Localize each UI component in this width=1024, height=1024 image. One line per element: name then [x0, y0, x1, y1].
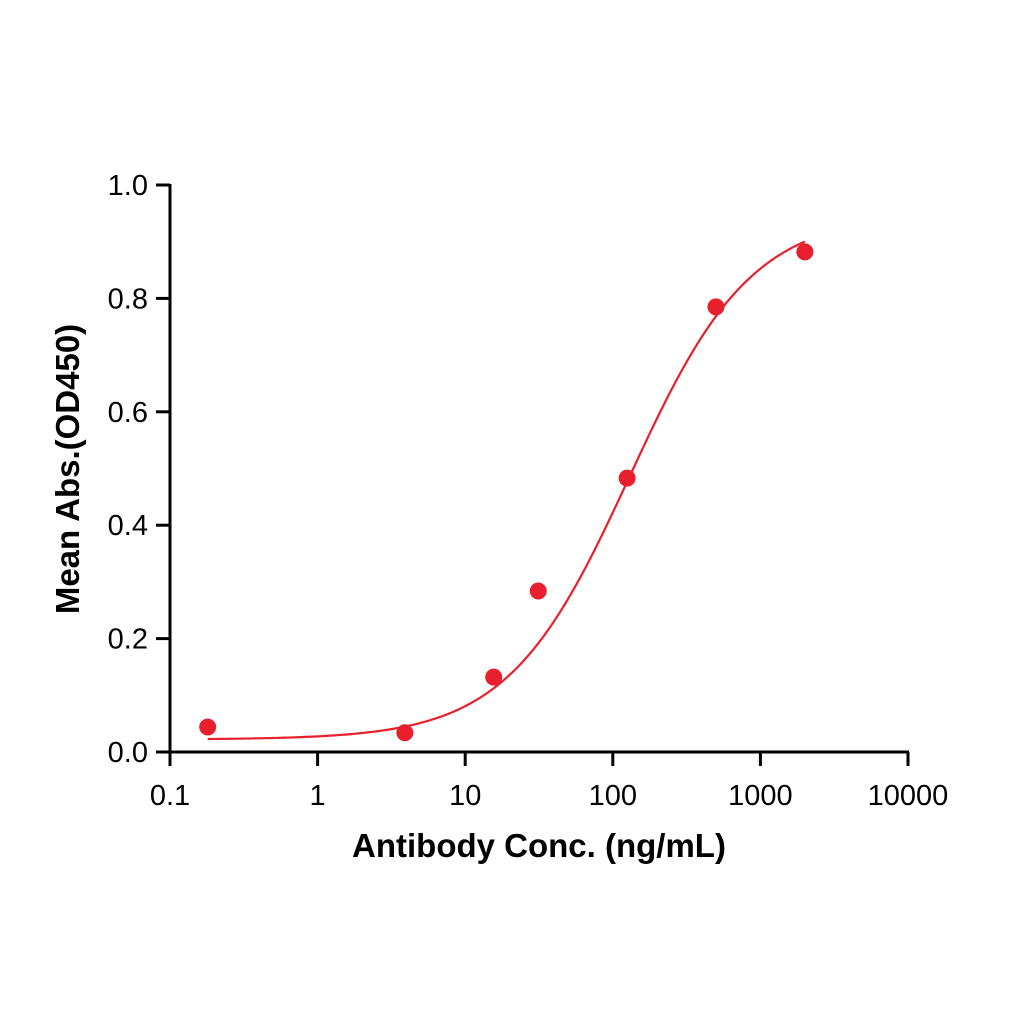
y-tick-label: 0.2: [108, 624, 148, 656]
y-axis: 0.0 0.2 0.4 0.6 0.8 1.0: [108, 170, 172, 769]
x-tick-label: 10: [449, 780, 481, 812]
x-tick-label: 1000: [728, 780, 793, 812]
data-point: [796, 243, 814, 261]
y-tick-label: 0.6: [108, 397, 148, 429]
data-point: [485, 668, 503, 686]
fit-curve: [207, 240, 806, 741]
data-point: [199, 718, 217, 736]
x-tick-label: 100: [589, 780, 637, 812]
y-tick-label: 1.0: [108, 170, 148, 202]
data-points: [199, 243, 814, 742]
data-point: [618, 469, 636, 487]
x-axis: 0.1 1 10 100 1000 10000: [150, 750, 949, 812]
data-point: [396, 724, 414, 742]
y-tick-label: 0.0: [108, 737, 148, 769]
y-axis-title: Mean Abs.(OD450): [49, 324, 86, 614]
x-tick-label: 10000: [868, 780, 949, 812]
x-axis-title: Antibody Conc. (ng/mL): [352, 827, 726, 864]
y-tick-label: 0.4: [108, 510, 148, 542]
x-tick-label: 1: [310, 780, 326, 812]
x-tick-label: 0.1: [150, 780, 190, 812]
data-point: [529, 582, 547, 600]
data-point: [707, 298, 725, 316]
y-tick-label: 0.8: [108, 283, 148, 315]
